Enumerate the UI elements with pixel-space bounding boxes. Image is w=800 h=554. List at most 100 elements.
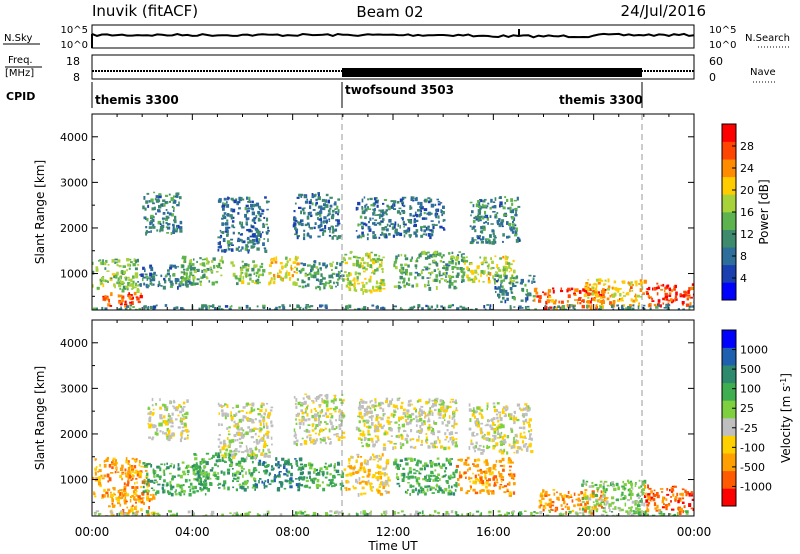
pixel bbox=[459, 471, 461, 475]
pixel bbox=[151, 397, 154, 402]
pixel bbox=[330, 274, 333, 278]
pixel bbox=[586, 305, 589, 308]
pixel bbox=[473, 216, 476, 220]
pixel bbox=[173, 206, 175, 210]
pixel bbox=[395, 256, 398, 259]
pixel bbox=[453, 415, 456, 418]
pixel bbox=[230, 416, 234, 420]
pixel bbox=[248, 403, 251, 406]
pixel bbox=[447, 446, 451, 450]
pixel bbox=[144, 464, 148, 467]
pixel bbox=[197, 465, 200, 469]
pixel bbox=[416, 260, 419, 262]
pixel bbox=[526, 405, 529, 408]
pixel bbox=[159, 430, 162, 433]
pixel bbox=[467, 468, 469, 472]
pixel bbox=[526, 289, 528, 293]
pixel bbox=[653, 287, 657, 291]
pixel bbox=[309, 236, 312, 239]
pixel bbox=[185, 428, 189, 433]
y-tick-label: 1000 bbox=[60, 268, 88, 281]
pixel bbox=[256, 305, 259, 308]
pixel bbox=[253, 408, 256, 412]
pixel bbox=[472, 472, 474, 475]
pixel bbox=[198, 466, 202, 469]
pixel bbox=[121, 472, 124, 475]
pixel bbox=[513, 199, 517, 202]
pixel bbox=[177, 278, 180, 282]
pixel bbox=[233, 424, 237, 428]
pixel bbox=[392, 404, 396, 408]
pixel bbox=[434, 203, 437, 206]
pixel bbox=[372, 486, 375, 489]
pixel bbox=[552, 287, 555, 290]
pixel bbox=[629, 288, 631, 293]
pixel bbox=[288, 277, 292, 281]
pixel bbox=[331, 225, 334, 228]
pixel bbox=[183, 255, 187, 259]
pixel bbox=[515, 230, 518, 232]
pixel bbox=[555, 299, 557, 302]
pixel bbox=[124, 300, 127, 304]
pixel bbox=[310, 463, 314, 467]
pixel bbox=[527, 279, 530, 283]
pixel bbox=[406, 418, 410, 420]
pixel bbox=[414, 264, 418, 268]
pixel bbox=[218, 412, 220, 415]
pixel bbox=[239, 275, 242, 278]
pixel bbox=[385, 397, 389, 401]
pixel bbox=[508, 469, 512, 472]
pixel bbox=[511, 230, 515, 234]
pixel bbox=[360, 438, 363, 442]
pixel bbox=[376, 488, 380, 492]
pixel bbox=[503, 485, 508, 488]
pixel bbox=[182, 484, 185, 487]
pixel bbox=[666, 284, 670, 288]
pixel bbox=[99, 278, 103, 282]
pixel bbox=[336, 236, 339, 241]
pixel bbox=[431, 405, 434, 408]
pixel bbox=[183, 437, 187, 440]
pixel bbox=[255, 214, 258, 218]
pixel bbox=[259, 233, 262, 237]
pixel bbox=[337, 213, 339, 216]
pixel bbox=[301, 285, 305, 289]
pixel bbox=[547, 307, 550, 310]
pixel bbox=[399, 224, 401, 229]
pixel bbox=[258, 238, 261, 242]
pixel bbox=[491, 490, 495, 495]
pixel bbox=[406, 434, 409, 438]
pixel bbox=[198, 307, 201, 310]
pixel bbox=[347, 274, 351, 277]
pixel bbox=[484, 424, 487, 427]
pixel bbox=[257, 408, 260, 410]
pixel bbox=[429, 276, 431, 279]
pixel bbox=[401, 203, 404, 207]
pixel bbox=[216, 475, 220, 480]
pixel bbox=[356, 453, 360, 456]
pixel bbox=[169, 491, 172, 495]
pixel bbox=[154, 198, 157, 201]
pixel bbox=[132, 490, 135, 494]
pixel bbox=[464, 459, 468, 462]
pixel bbox=[321, 397, 323, 402]
pixel bbox=[170, 232, 173, 235]
pixel bbox=[518, 238, 521, 242]
nsky-tick-bottom: 10^0 bbox=[61, 40, 88, 51]
pixel bbox=[155, 491, 157, 496]
pixel bbox=[118, 301, 122, 304]
pixel bbox=[508, 443, 511, 447]
pixel bbox=[345, 278, 348, 281]
pixel bbox=[410, 475, 414, 479]
pixel bbox=[526, 308, 531, 310]
pixel bbox=[120, 275, 122, 280]
pixel bbox=[484, 474, 487, 479]
pixel bbox=[175, 227, 178, 231]
pixel bbox=[425, 414, 429, 417]
pixel bbox=[515, 238, 519, 243]
pixel bbox=[434, 488, 437, 491]
pixel bbox=[298, 307, 301, 310]
pixel bbox=[380, 472, 384, 475]
pixel bbox=[296, 262, 300, 266]
pixel bbox=[422, 250, 426, 255]
